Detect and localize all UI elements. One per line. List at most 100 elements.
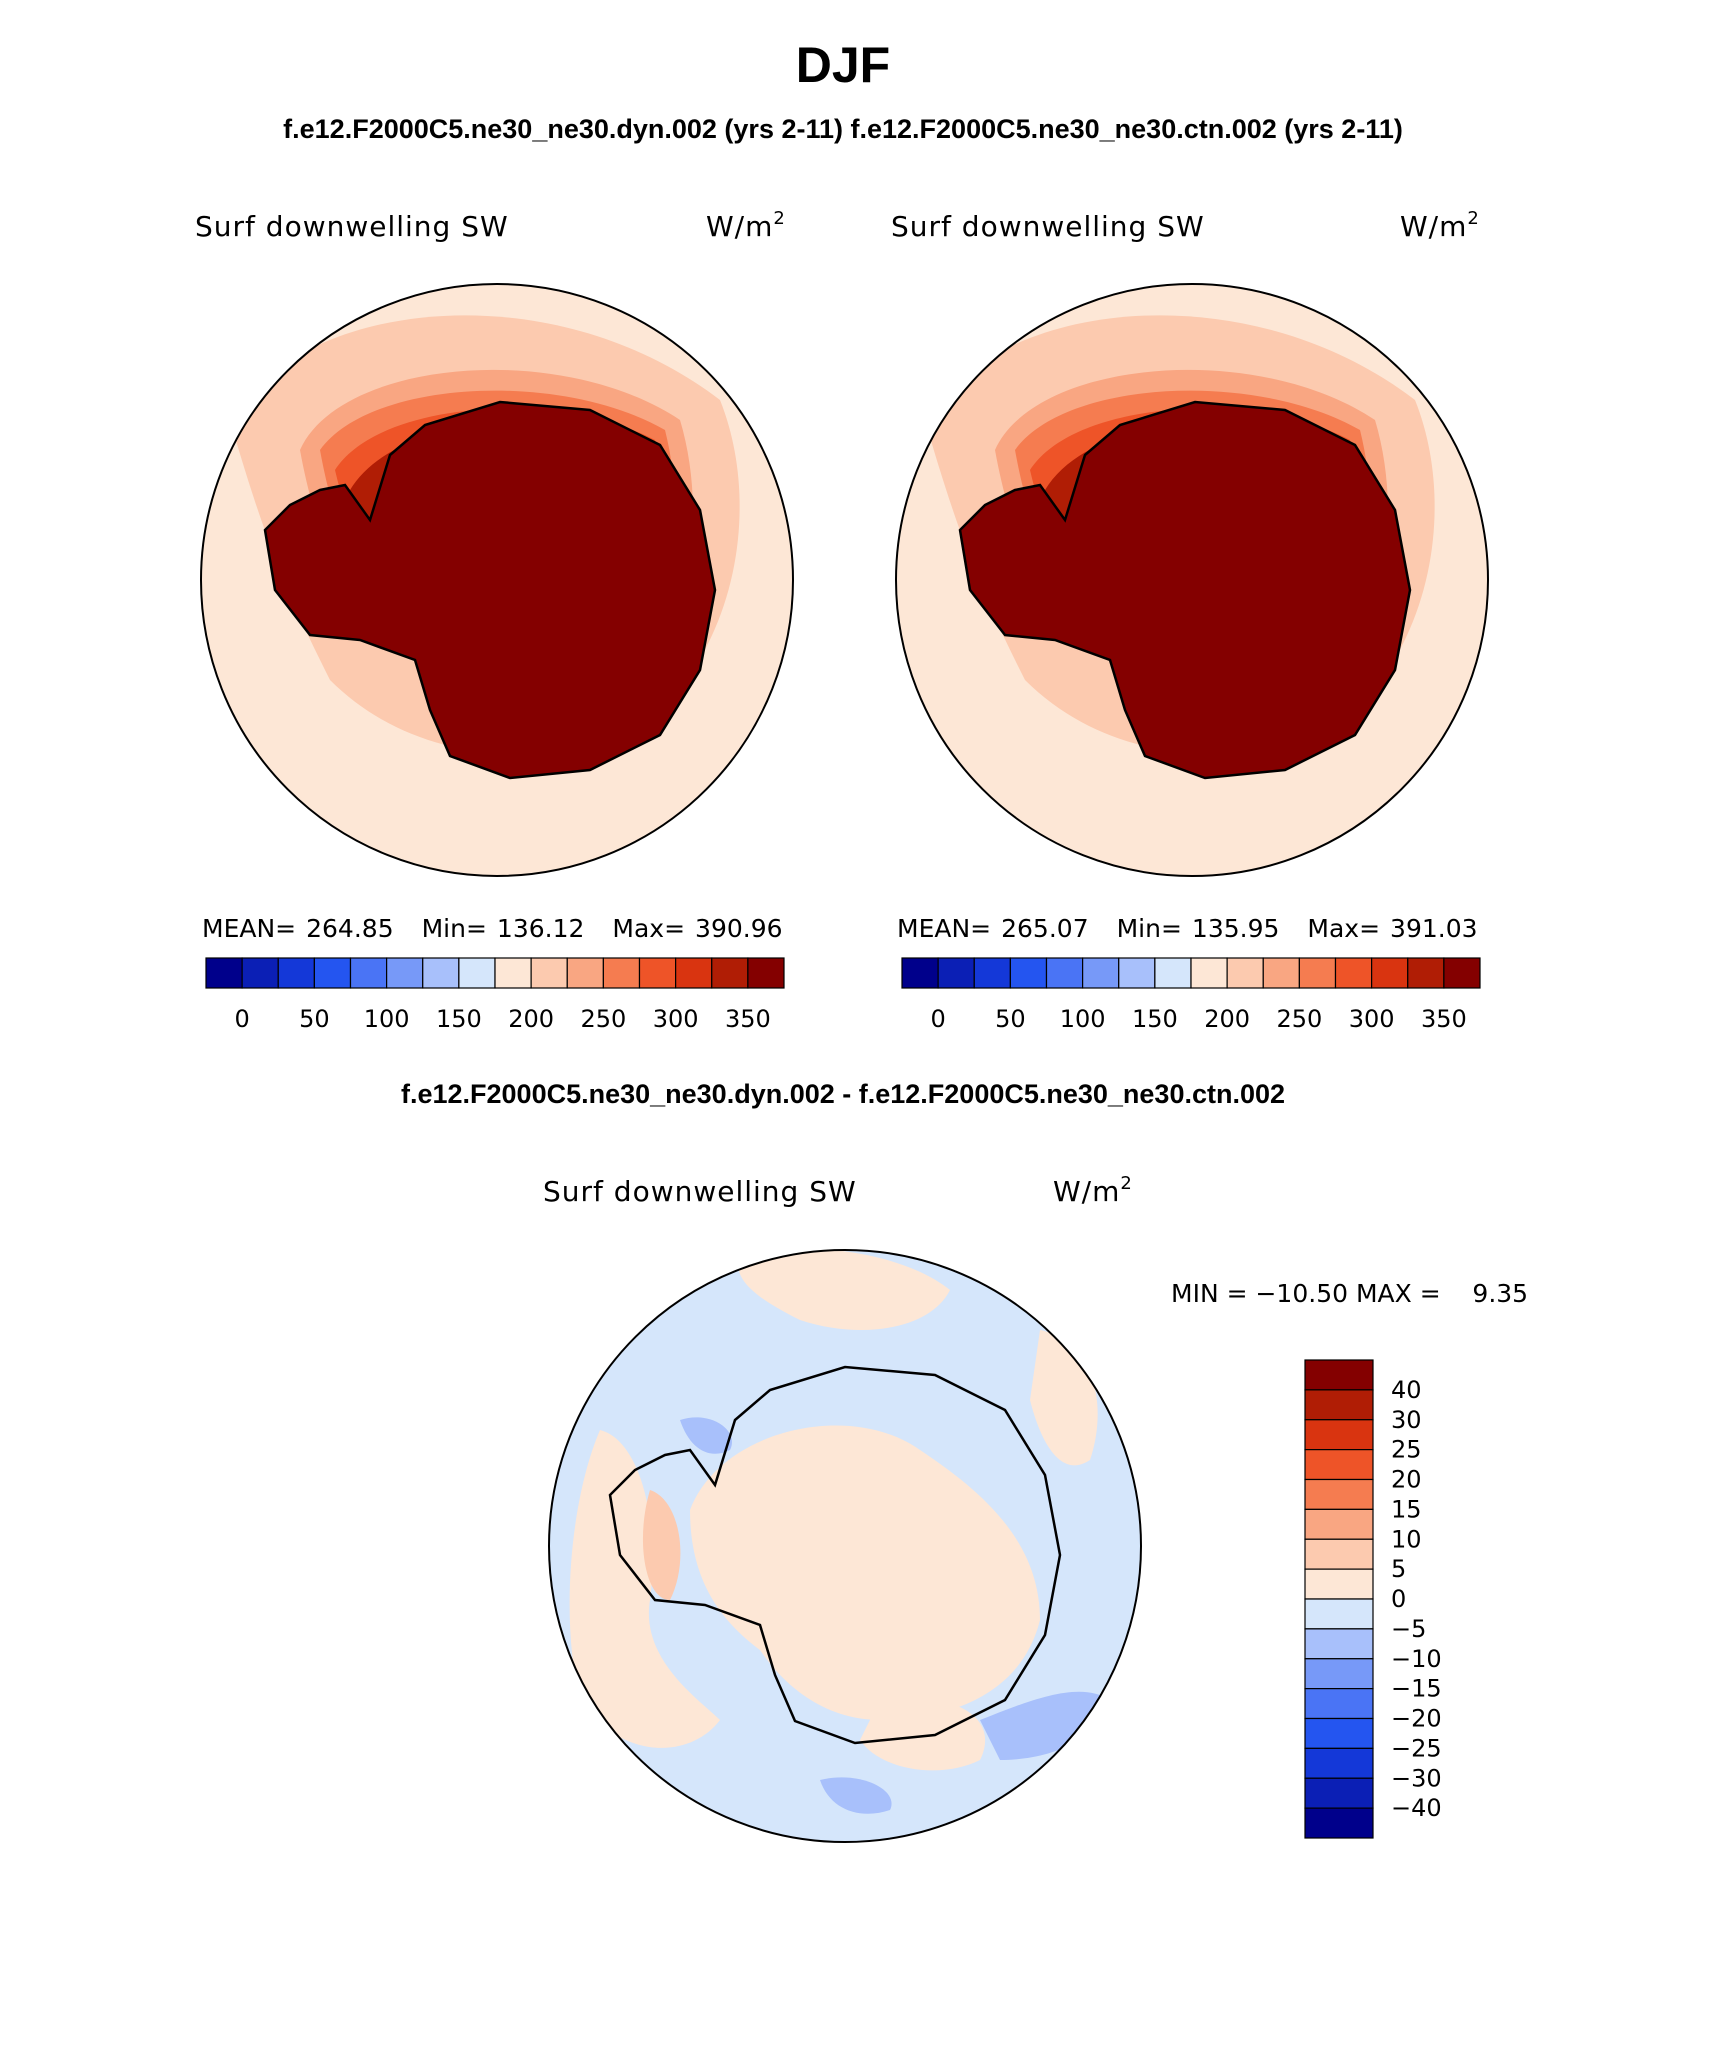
colorbar-box [1009, 957, 1048, 989]
colorbar-box [386, 957, 424, 989]
season-title: DJF [796, 37, 890, 93]
colorbar-box [205, 957, 243, 989]
colorbar-tick-label: 100 [1060, 1005, 1106, 1033]
panel-variable-label: Surf downwelling SW [195, 210, 509, 243]
colorbar-tick-label: 350 [1421, 1005, 1467, 1033]
colorbar-box [277, 957, 315, 989]
colorbar-box [1304, 1598, 1374, 1630]
colorbar-tick-label: 350 [725, 1005, 771, 1033]
colorbar-box [1118, 957, 1156, 989]
colorbar-tick-label: 0 [1391, 1585, 1406, 1613]
colorbar-box [675, 957, 713, 989]
colorbar-box [566, 957, 604, 989]
map-field-neg10 [820, 1777, 892, 1814]
colorbar-tick-label: 10 [1391, 1525, 1422, 1553]
map-field-pos5 [569, 1430, 720, 1748]
colorbar-box [1443, 957, 1481, 989]
colorbar-box [937, 957, 975, 989]
colorbar-box [1262, 957, 1300, 989]
colorbar-box [1226, 957, 1264, 989]
colorbar-box [530, 957, 568, 989]
colorbar-tick-label: 50 [995, 1005, 1026, 1033]
colorbar-box [1334, 957, 1373, 989]
colorbar-box [1082, 957, 1120, 989]
panel-ctn: Surf downwelling SW W/m2 MEAN= 265.07 Min=… [891, 208, 1489, 1033]
colorbar-tick-label: 100 [364, 1005, 410, 1033]
colorbar-box [422, 957, 460, 989]
colorbar-tick-label: 250 [1276, 1005, 1322, 1033]
colorbar-tick-label: 0 [234, 1005, 249, 1033]
colorbar-tick-label: −30 [1391, 1764, 1442, 1792]
colorbar-box [1304, 1747, 1374, 1779]
colorbar-tick-label: 0 [930, 1005, 945, 1033]
colorbar-tick-label: 50 [299, 1005, 330, 1033]
colorbar-box [313, 957, 352, 989]
colorbar-box [901, 957, 939, 989]
colorbar-box [1304, 1568, 1374, 1600]
colorbar-tick-label: −15 [1391, 1675, 1442, 1703]
colorbar-box [1304, 1777, 1374, 1809]
map-field-pos5 [738, 1250, 950, 1330]
colorbar-tick-label: −20 [1391, 1705, 1442, 1733]
colorbar-box [638, 957, 677, 989]
colorbar-tick-label: 30 [1391, 1406, 1422, 1434]
colorbar-box [1154, 957, 1192, 989]
colorbar-tick-label: −25 [1391, 1734, 1442, 1762]
difference-title: f.e12.F2000C5.ne30_ne30.dyn.002 - f.e12.… [401, 1079, 1285, 1109]
colorbar-tick-label: 25 [1391, 1436, 1422, 1464]
colorbar-box [1407, 957, 1445, 989]
colorbar-box [1190, 957, 1228, 989]
colorbar-box [1304, 1717, 1374, 1749]
panel-stats: MEAN= 265.07 Min= 135.95 Max= 391.03 [897, 914, 1478, 943]
colorbar-box [1304, 1807, 1374, 1839]
map-field-pos10 [642, 1490, 681, 1600]
polar-map-difference [548, 1249, 1142, 1843]
colorbar-box [1304, 1628, 1374, 1660]
colorbar-box [1298, 957, 1337, 989]
case-names-line: f.e12.F2000C5.ne30_ne30.dyn.002 (yrs 2-1… [283, 114, 1403, 144]
map-boundary [895, 283, 1489, 877]
colorbar-box [973, 957, 1011, 989]
colorbar-tick-label: 250 [580, 1005, 626, 1033]
panel-stats: MEAN= 264.85 Min= 136.12 Max= 390.96 [202, 914, 783, 943]
colorbar-box [1304, 1478, 1374, 1510]
colorbar-tick-label: 15 [1391, 1495, 1422, 1523]
panel-difference: Surf downwelling SW W/m2 MIN = −10.50 MA [543, 1173, 1528, 1843]
colorbar-tick-label: 150 [436, 1005, 482, 1033]
panel-variable-label: Surf downwelling SW [891, 210, 1205, 243]
colorbar-tick-label: 20 [1391, 1466, 1422, 1494]
colorbar-box [1304, 1538, 1374, 1570]
map-field-pos5 [690, 1425, 1040, 1720]
colorbar-box [1304, 1389, 1374, 1421]
map-boundary [548, 1249, 1142, 1843]
colorbar-box [1304, 1688, 1374, 1720]
colorbar-tick-label: 5 [1391, 1555, 1406, 1583]
panel-units-label: W/m2 [1400, 208, 1480, 243]
map-field-neg10 [980, 1691, 1110, 1760]
colorbar-box [349, 957, 388, 989]
colorbar-tick-label: 300 [653, 1005, 699, 1033]
polar-map-ctn [895, 283, 1489, 877]
colorbar-tick-label: −40 [1391, 1794, 1442, 1822]
colorbar-box [1371, 957, 1409, 989]
colorbar-box [1304, 1658, 1374, 1690]
colorbar-tick-label: −5 [1391, 1615, 1426, 1643]
colorbar-box [602, 957, 641, 989]
difference-minmax: MIN = −10.50 MAX = 9.35 [1171, 1279, 1528, 1308]
colorbar-tick-label: 150 [1132, 1005, 1178, 1033]
colorbar-box [1304, 1449, 1374, 1481]
colorbar-box [1304, 1359, 1374, 1391]
colorbar-box [1304, 1508, 1374, 1540]
colorbar-tick-label: 200 [1204, 1005, 1250, 1033]
colorbar-box [747, 957, 785, 989]
colorbar-box [1045, 957, 1084, 989]
panel-units-label: W/m2 [706, 208, 786, 243]
panel-units-label: W/m2 [1053, 1173, 1133, 1208]
colorbar-box [494, 957, 532, 989]
colorbar-tick-label: 200 [508, 1005, 554, 1033]
colorbar-box [458, 957, 496, 989]
colorbar-ctn: 0 50 100 150 200 250 300 350 [901, 957, 1481, 1033]
colorbar-tick-label: 300 [1349, 1005, 1395, 1033]
map-boundary [200, 283, 794, 877]
